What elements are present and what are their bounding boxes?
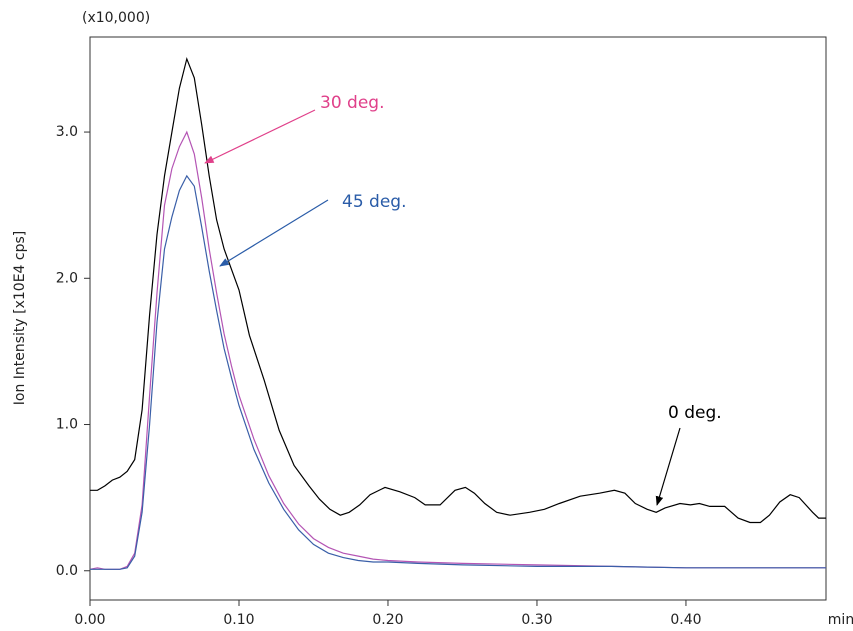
y-tick-label: 3.0 — [56, 124, 78, 140]
y-tick-label: 0.0 — [56, 563, 78, 579]
plot-frame — [89, 36, 827, 601]
series-line — [89, 130, 826, 570]
x-tick-label: 0.10 — [223, 612, 254, 627]
x-tick-label: 0.40 — [670, 612, 701, 627]
x-tick-label: 0.20 — [372, 612, 403, 627]
annotation-arrow — [219, 199, 329, 267]
y-axis-label: Ion Intensity [x10E4 cps] — [12, 231, 28, 406]
x-tick-label: 0.00 — [74, 612, 105, 627]
y-tick-label: 2.0 — [56, 270, 78, 286]
annotation-arrow — [655, 427, 681, 506]
x-unit: min — [828, 612, 853, 627]
x-tick-label: 0.30 — [521, 612, 552, 627]
annotation-arrow — [204, 109, 316, 164]
annotation: 30 deg. — [320, 93, 384, 113]
annotation: 45 deg. — [342, 192, 406, 212]
series-line — [90, 56, 826, 524]
y-tick-label: 1.0 — [56, 417, 78, 433]
series-line — [90, 174, 826, 570]
y-multiplier: (x10,000) — [82, 10, 150, 26]
annotation: 0 deg. — [668, 403, 722, 423]
